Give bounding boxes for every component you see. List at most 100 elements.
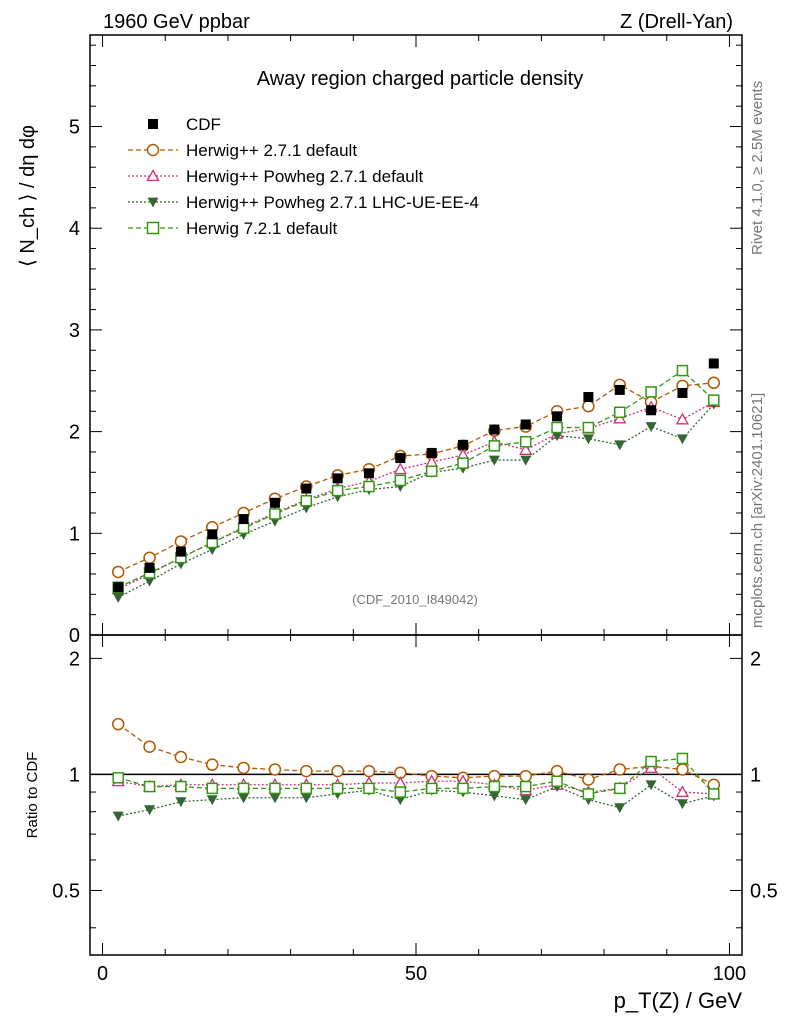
point-herwig-powheg-2-7-1-lhc-ue-ee-4 — [582, 434, 594, 445]
point-cdf — [144, 562, 155, 573]
ratio-point-herwig-powheg-2-7-1-default — [393, 776, 407, 789]
point-herwig-7-2-1-default — [331, 484, 344, 497]
point-cdf — [520, 419, 531, 430]
point-herwig-2-7-1-default — [111, 565, 125, 579]
ratio-point-herwig-2-7-1-default — [582, 773, 595, 786]
ratio-point-herwig-7-2-1-default — [175, 780, 187, 793]
chart-title: Away region charged particle density — [257, 68, 583, 90]
point-herwig-7-2-1-default — [363, 480, 375, 493]
point-cdf — [646, 405, 657, 416]
ratio-point-herwig-7-2-1-default — [676, 752, 689, 765]
line-herwig-7-2-1-default — [117, 369, 715, 588]
ratio-tick-label-right: 2 — [750, 648, 761, 670]
ratio-point-herwig-powheg-2-7-1-default — [675, 785, 690, 798]
point-herwig-powheg-2-7-1-default — [519, 443, 533, 455]
legend-marker-herwig-7-2-1-default — [146, 221, 160, 235]
point-herwig-7-2-1-default — [582, 421, 595, 434]
ratio-tick-label: 1 — [69, 764, 80, 786]
ratio-point-herwig-powheg-2-7-1-default — [644, 761, 658, 773]
legend-label-herwig-7-2-1-default: Herwig 7.2.1 default — [186, 219, 337, 238]
point-herwig-powheg-2-7-1-lhc-ue-ee-4 — [645, 422, 657, 433]
y-tick-label: 0 — [69, 625, 80, 647]
ratio-point-herwig-7-2-1-default — [551, 775, 563, 788]
ratio-line-herwig-2-7-1-default — [117, 723, 715, 786]
point-herwig-7-2-1-default — [394, 474, 407, 487]
ratio-tick-label-right: 1 — [750, 764, 761, 786]
point-herwig-powheg-2-7-1-lhc-ue-ee-4 — [551, 431, 563, 442]
point-cdf — [332, 473, 343, 484]
point-herwig-7-2-1-default — [300, 495, 313, 507]
point-herwig-2-7-1-default — [174, 535, 188, 548]
point-cdf — [458, 439, 469, 450]
ratio-point-herwig-2-7-1-default — [550, 764, 564, 778]
ratio-point-herwig-7-2-1-default — [237, 782, 250, 795]
ratio-point-herwig-2-7-1-default — [143, 740, 156, 753]
point-herwig-7-2-1-default — [237, 522, 250, 534]
rivet-version-label: Rivet 4.1.0, ≥ 2.5M events — [749, 81, 766, 255]
legend: CDF Herwig++ 2.7.1 default Herwig++ Powheg… — [128, 115, 479, 238]
ratio-point-herwig-powheg-2-7-1-lhc-ue-ee-4 — [238, 793, 250, 804]
ratio-point-herwig-7-2-1-default — [708, 788, 720, 800]
mcplots-label: mcplots.cern.ch [arXiv:2401.10621] — [749, 393, 766, 628]
ratio-point-herwig-7-2-1-default — [300, 782, 313, 795]
x-tick-label: 50 — [405, 963, 427, 985]
energy-label: 1960 GeV ppbar — [103, 11, 250, 33]
point-herwig-2-7-1-default — [707, 376, 721, 390]
point-herwig-powheg-2-7-1-lhc-ue-ee-4 — [144, 576, 156, 587]
ratio-point-herwig-powheg-2-7-1-lhc-ue-ee-4 — [269, 793, 281, 804]
y-tick-label: 4 — [69, 218, 80, 240]
ratio-point-herwig-7-2-1-default — [582, 788, 595, 800]
ratio-point-herwig-7-2-1-default — [425, 782, 438, 795]
point-herwig-powheg-2-7-1-lhc-ue-ee-4 — [488, 455, 500, 466]
point-herwig-7-2-1-default — [708, 394, 720, 406]
point-cdf — [426, 447, 437, 458]
ratio-point-herwig-7-2-1-default — [269, 782, 281, 795]
ratio-point-herwig-powheg-2-7-1-lhc-ue-ee-4 — [676, 799, 688, 810]
ratio-panel-frame — [89, 634, 743, 956]
ratio-point-herwig-2-7-1-default — [237, 761, 250, 775]
point-herwig-7-2-1-default — [269, 508, 281, 520]
ratio-point-herwig-7-2-1-default — [112, 772, 124, 784]
line-herwig-powheg-2-7-1-default — [117, 401, 715, 590]
ratio-point-herwig-2-7-1-default — [331, 764, 344, 778]
point-herwig-7-2-1-default — [645, 386, 657, 398]
y-axis-label-text: ⟨ N_ch ⟩ / dη dφ — [17, 125, 39, 267]
point-herwig-powheg-2-7-1-lhc-ue-ee-4 — [112, 592, 124, 603]
point-cdf — [269, 497, 280, 508]
ratio-point-herwig-2-7-1-default — [268, 763, 282, 776]
point-cdf — [614, 384, 625, 395]
point-herwig-7-2-1-default — [676, 364, 689, 377]
ratio-point-herwig-2-7-1-default — [300, 764, 313, 778]
ratio-axis-label: Ratio to CDF — [24, 752, 41, 839]
y-axis-label: ⟨ N_ch ⟩ / dη dφ — [17, 125, 39, 267]
x-tick-label: 100 — [713, 963, 746, 985]
point-herwig-7-2-1-default — [425, 465, 438, 478]
y-tick-label: 3 — [69, 320, 80, 342]
x-tick-label: 0 — [97, 963, 108, 985]
ratio-line-herwig-powheg-2-7-1-lhc-ue-ee-4 — [118, 783, 714, 817]
ratio-point-herwig-7-2-1-default — [143, 780, 156, 793]
ratio-series-group — [111, 717, 721, 822]
y-tick-label: 5 — [69, 117, 80, 139]
ratio-tick-label: 2 — [69, 648, 80, 670]
ratio-point-herwig-7-2-1-default — [206, 782, 218, 795]
point-cdf — [677, 387, 688, 398]
analysis-annotation: (CDF_2010_I849042) — [352, 592, 478, 607]
ratio-point-herwig-powheg-2-7-1-lhc-ue-ee-4 — [488, 791, 500, 802]
point-herwig-7-2-1-default — [551, 421, 563, 434]
line-herwig-powheg-2-7-1-lhc-ue-ee-4 — [117, 403, 715, 598]
ratio-point-herwig-2-7-1-default — [676, 763, 689, 776]
ratio-tick-label-right: 0.5 — [750, 880, 778, 902]
ratio-point-herwig-7-2-1-default — [457, 782, 469, 795]
point-cdf — [113, 582, 124, 593]
ratio-point-herwig-powheg-2-7-1-lhc-ue-ee-4 — [206, 795, 218, 806]
point-herwig-powheg-2-7-1-lhc-ue-ee-4 — [614, 440, 626, 451]
point-herwig-7-2-1-default — [457, 457, 469, 469]
ratio-point-herwig-7-2-1-default — [519, 780, 532, 793]
ratio-point-herwig-2-7-1-default — [519, 769, 532, 783]
legend-label-herwig-2-7-1-default: Herwig++ 2.7.1 default — [186, 141, 357, 160]
point-cdf — [238, 514, 249, 525]
line-herwig-2-7-1-default — [117, 382, 714, 573]
ratio-point-herwig-powheg-2-7-1-lhc-ue-ee-4 — [175, 797, 187, 808]
ratio-point-herwig-7-2-1-default — [614, 782, 626, 795]
